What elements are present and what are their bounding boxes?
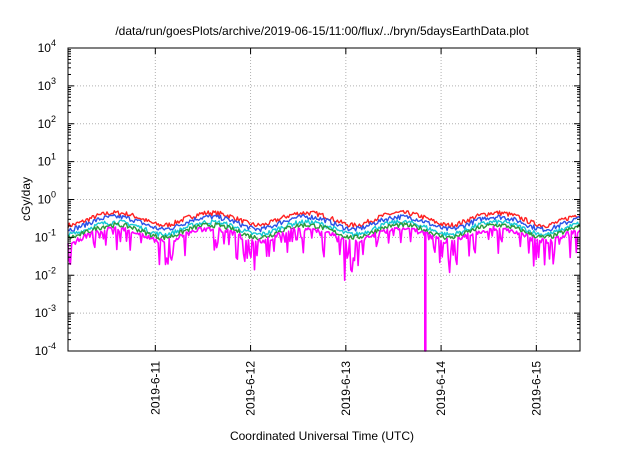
y-axis-label: cGy/day xyxy=(19,177,33,221)
y-tick-label: 10-1 xyxy=(35,227,56,244)
series-line xyxy=(67,225,581,352)
grid-lines xyxy=(68,48,580,351)
y-tick-label: 103 xyxy=(38,76,56,93)
x-tick-label: 2019-6-15 xyxy=(529,361,543,416)
y-tick-label: 104 xyxy=(38,38,56,55)
x-tick-label: 2019-6-11 xyxy=(148,361,162,415)
x-tick-label: 2019-6-12 xyxy=(244,361,258,416)
chart-title: /data/run/goesPlots/archive/2019-06-15/1… xyxy=(115,24,529,38)
y-tick-label: 10-3 xyxy=(35,303,56,320)
y-tick-label: 10-2 xyxy=(35,265,56,282)
y-tick-label: 10-4 xyxy=(35,341,56,358)
x-tick-label: 2019-6-14 xyxy=(434,361,448,416)
series-group xyxy=(67,209,581,352)
series-line xyxy=(67,222,581,241)
x-axis-label: Coordinated Universal Time (UTC) xyxy=(230,429,414,443)
y-tick-label: 101 xyxy=(38,152,56,169)
x-axis-ticks: 2019-6-11 2019-6-12 2019-6-13 2019-6-14 2019… xyxy=(148,48,543,416)
series-line xyxy=(67,213,581,233)
y-tick-label: 102 xyxy=(38,114,56,131)
y-tick-label: 100 xyxy=(38,190,56,207)
x-tick-label: 2019-6-13 xyxy=(339,361,353,416)
y-axis-ticks: 10-4 10-3 10-2 10-1 100 101 102 103 104 xyxy=(35,38,580,358)
